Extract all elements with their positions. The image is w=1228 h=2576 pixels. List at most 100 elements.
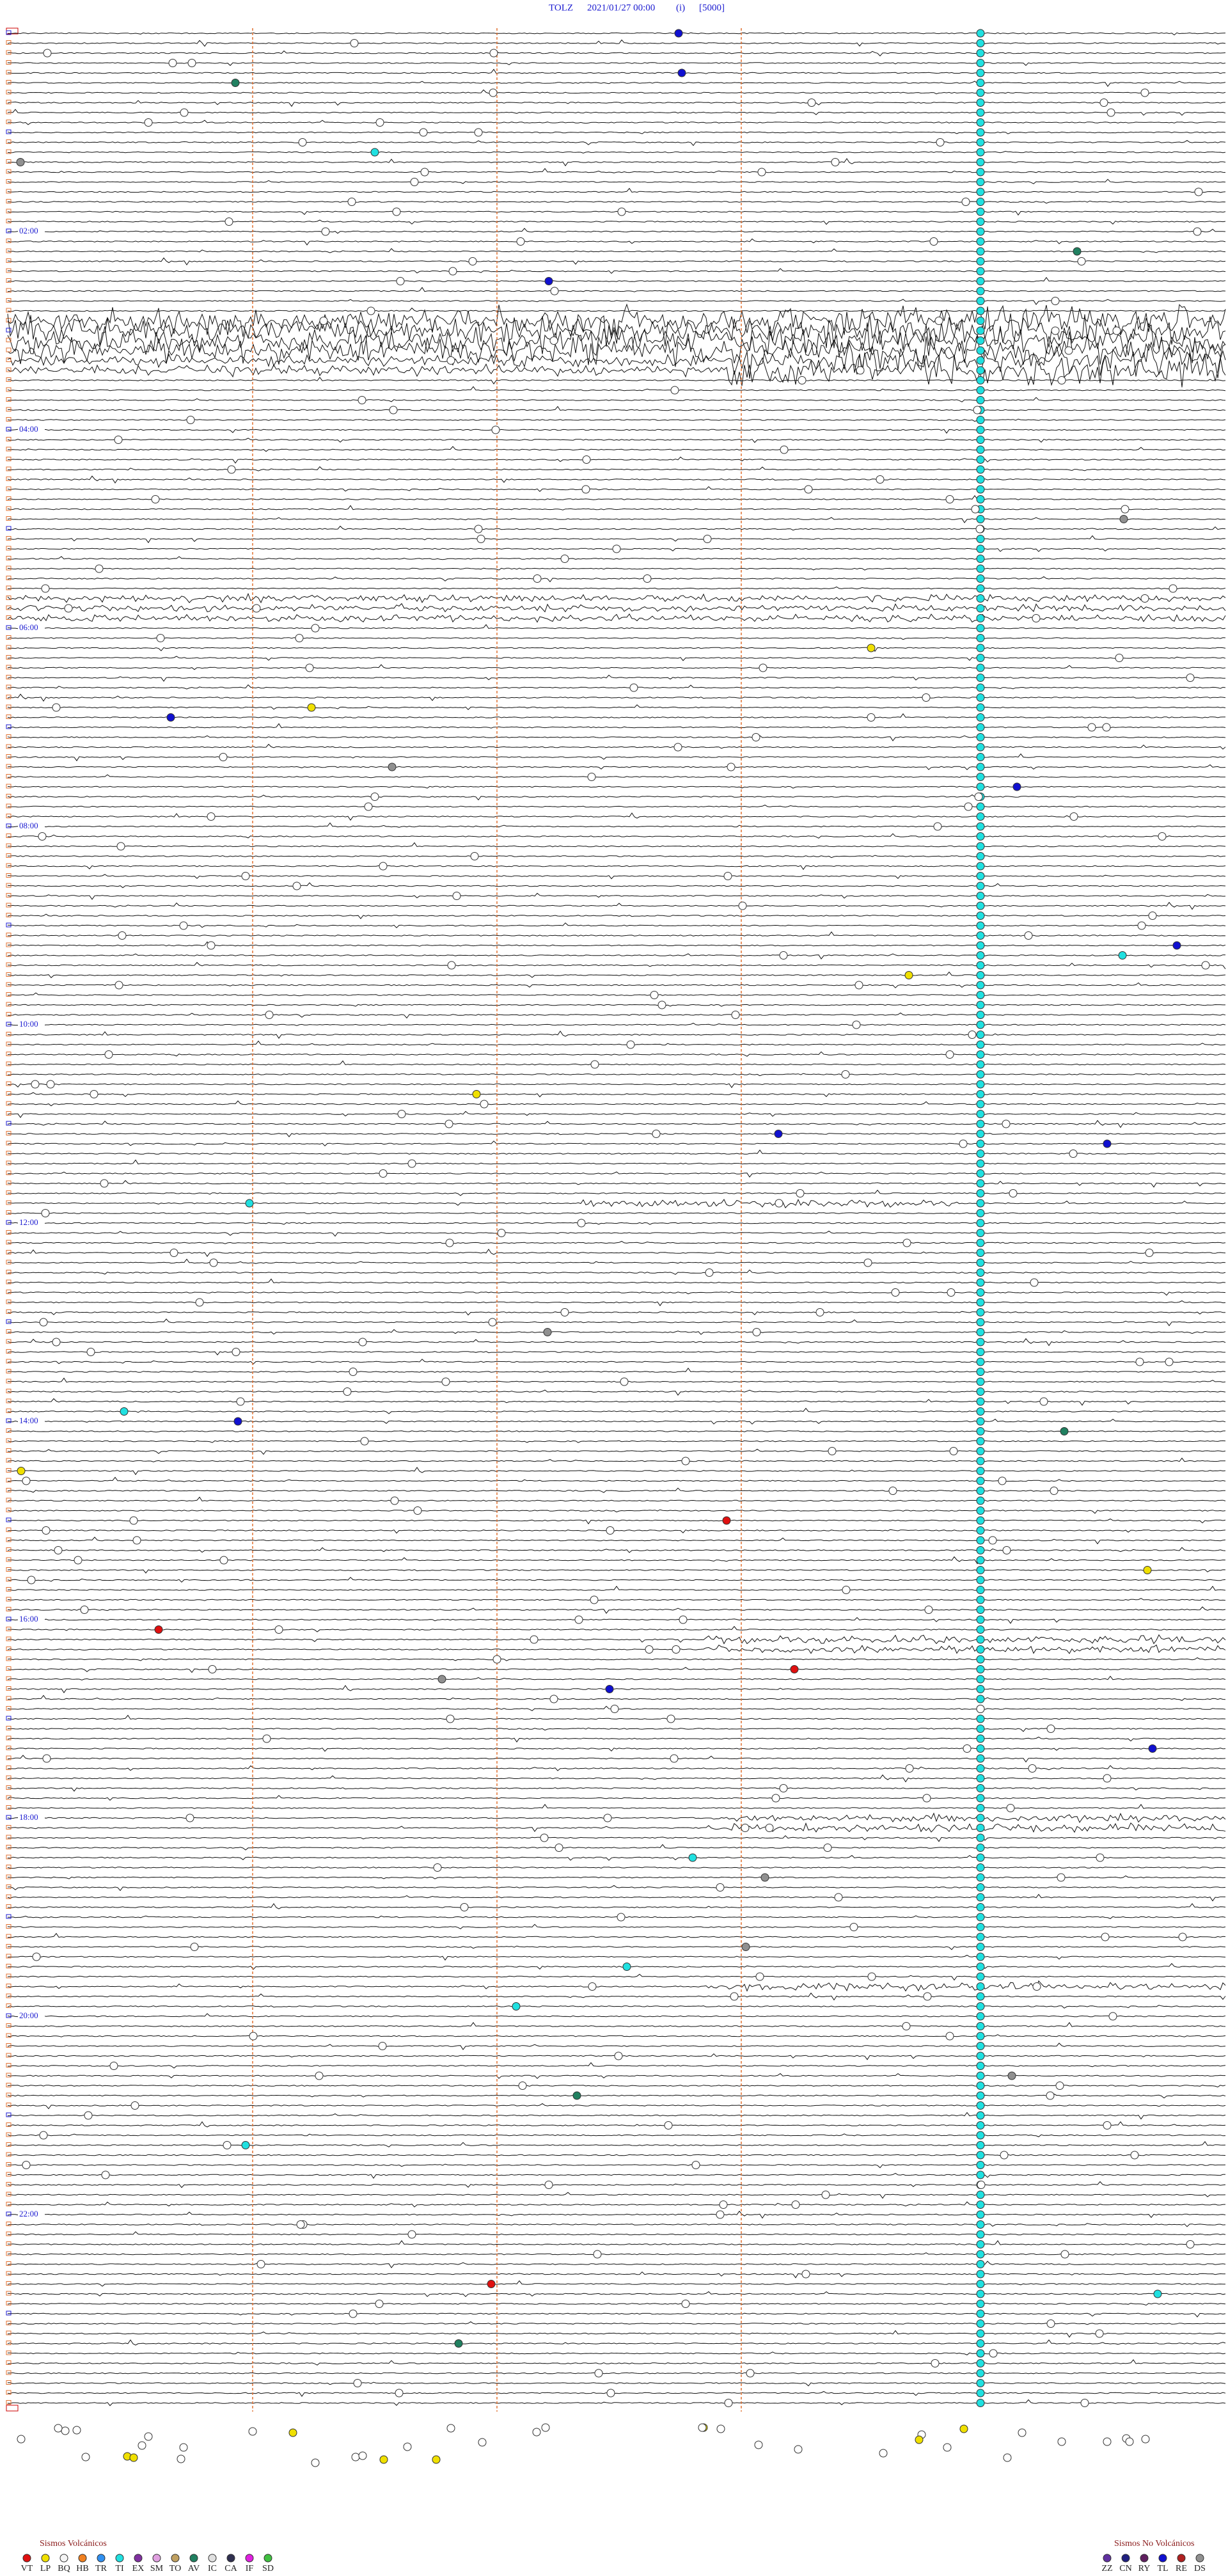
row-marker — [6, 457, 12, 461]
row-marker — [6, 239, 12, 243]
row-marker — [6, 1190, 12, 1195]
hour-label: 10:00 — [19, 1019, 38, 1029]
event — [976, 1258, 985, 1267]
event — [976, 247, 985, 256]
event — [248, 2427, 257, 2436]
event — [976, 1972, 985, 1981]
row-marker — [6, 387, 12, 392]
event — [109, 2062, 118, 2070]
row-marker — [6, 853, 12, 858]
event — [976, 555, 985, 563]
event — [976, 981, 985, 990]
trace — [7, 647, 1226, 652]
event — [39, 1318, 48, 1327]
event — [976, 297, 985, 305]
trace — [7, 882, 1226, 889]
trace — [7, 248, 1226, 253]
event — [976, 614, 985, 622]
event — [976, 425, 985, 434]
row-marker — [6, 982, 12, 987]
event — [375, 2300, 384, 2308]
trace — [7, 2240, 1226, 2246]
event — [295, 634, 304, 642]
event — [815, 1308, 824, 1316]
event — [1073, 247, 1082, 256]
legend-swatch — [171, 2554, 180, 2563]
event — [716, 1883, 725, 1892]
row-marker — [6, 784, 12, 789]
row-marker — [6, 893, 12, 897]
trace — [7, 2359, 1226, 2366]
event — [904, 971, 913, 979]
event — [572, 2091, 581, 2100]
row-marker — [6, 1656, 12, 1661]
event — [976, 1804, 985, 1812]
event — [1057, 1873, 1066, 1882]
event — [1024, 931, 1033, 940]
trace — [8, 406, 1226, 411]
event — [976, 1744, 985, 1753]
event — [976, 455, 985, 464]
event — [976, 2091, 985, 2100]
row-marker — [6, 2380, 12, 2385]
row-marker — [6, 1885, 12, 1889]
event — [22, 1476, 31, 1485]
event — [976, 901, 985, 910]
event — [976, 2210, 985, 2219]
event — [544, 277, 553, 285]
event — [976, 2082, 985, 2090]
event — [976, 1774, 985, 1783]
event — [305, 663, 314, 672]
row-marker — [6, 684, 12, 690]
event — [976, 1298, 985, 1307]
legend-code: TI — [115, 2564, 124, 2573]
event — [975, 525, 984, 533]
event — [976, 39, 985, 47]
event — [976, 634, 985, 642]
events — [16, 29, 1210, 2467]
event — [752, 1328, 761, 1336]
trace — [7, 1389, 1226, 1396]
event — [241, 2141, 250, 2149]
event — [976, 495, 985, 503]
trace — [7, 723, 1226, 729]
trace — [7, 1159, 1226, 1165]
event — [1069, 812, 1078, 821]
event — [976, 1238, 985, 1247]
event — [224, 217, 233, 226]
event — [722, 1516, 731, 1525]
row-marker — [6, 407, 12, 412]
event — [976, 584, 985, 593]
event — [1051, 326, 1060, 335]
trace — [7, 1625, 1226, 1632]
event — [587, 773, 596, 781]
event — [705, 1268, 714, 1277]
event — [933, 822, 942, 831]
trace — [7, 1537, 1226, 1545]
event — [976, 2111, 985, 2120]
event — [959, 1139, 968, 1148]
row-marker — [6, 1052, 12, 1056]
event — [298, 138, 307, 146]
trace — [8, 804, 1226, 808]
trace — [7, 2390, 1226, 2397]
row-marker — [6, 942, 12, 947]
label-bg — [18, 1813, 45, 1822]
event — [52, 1338, 61, 1347]
event — [976, 2190, 985, 2199]
trace — [7, 525, 1226, 531]
trace — [7, 2163, 1226, 2169]
event — [731, 1011, 740, 1019]
event — [976, 1625, 985, 1634]
event — [988, 1536, 997, 1545]
trace — [7, 2112, 1226, 2120]
event — [388, 763, 397, 771]
event — [976, 564, 985, 573]
event — [1012, 782, 1021, 791]
trace — [7, 418, 1226, 422]
row-marker — [6, 2182, 12, 2186]
row-marker — [6, 1438, 12, 1443]
event — [154, 1625, 163, 1634]
trace — [7, 753, 1226, 762]
trace — [7, 2261, 1226, 2268]
